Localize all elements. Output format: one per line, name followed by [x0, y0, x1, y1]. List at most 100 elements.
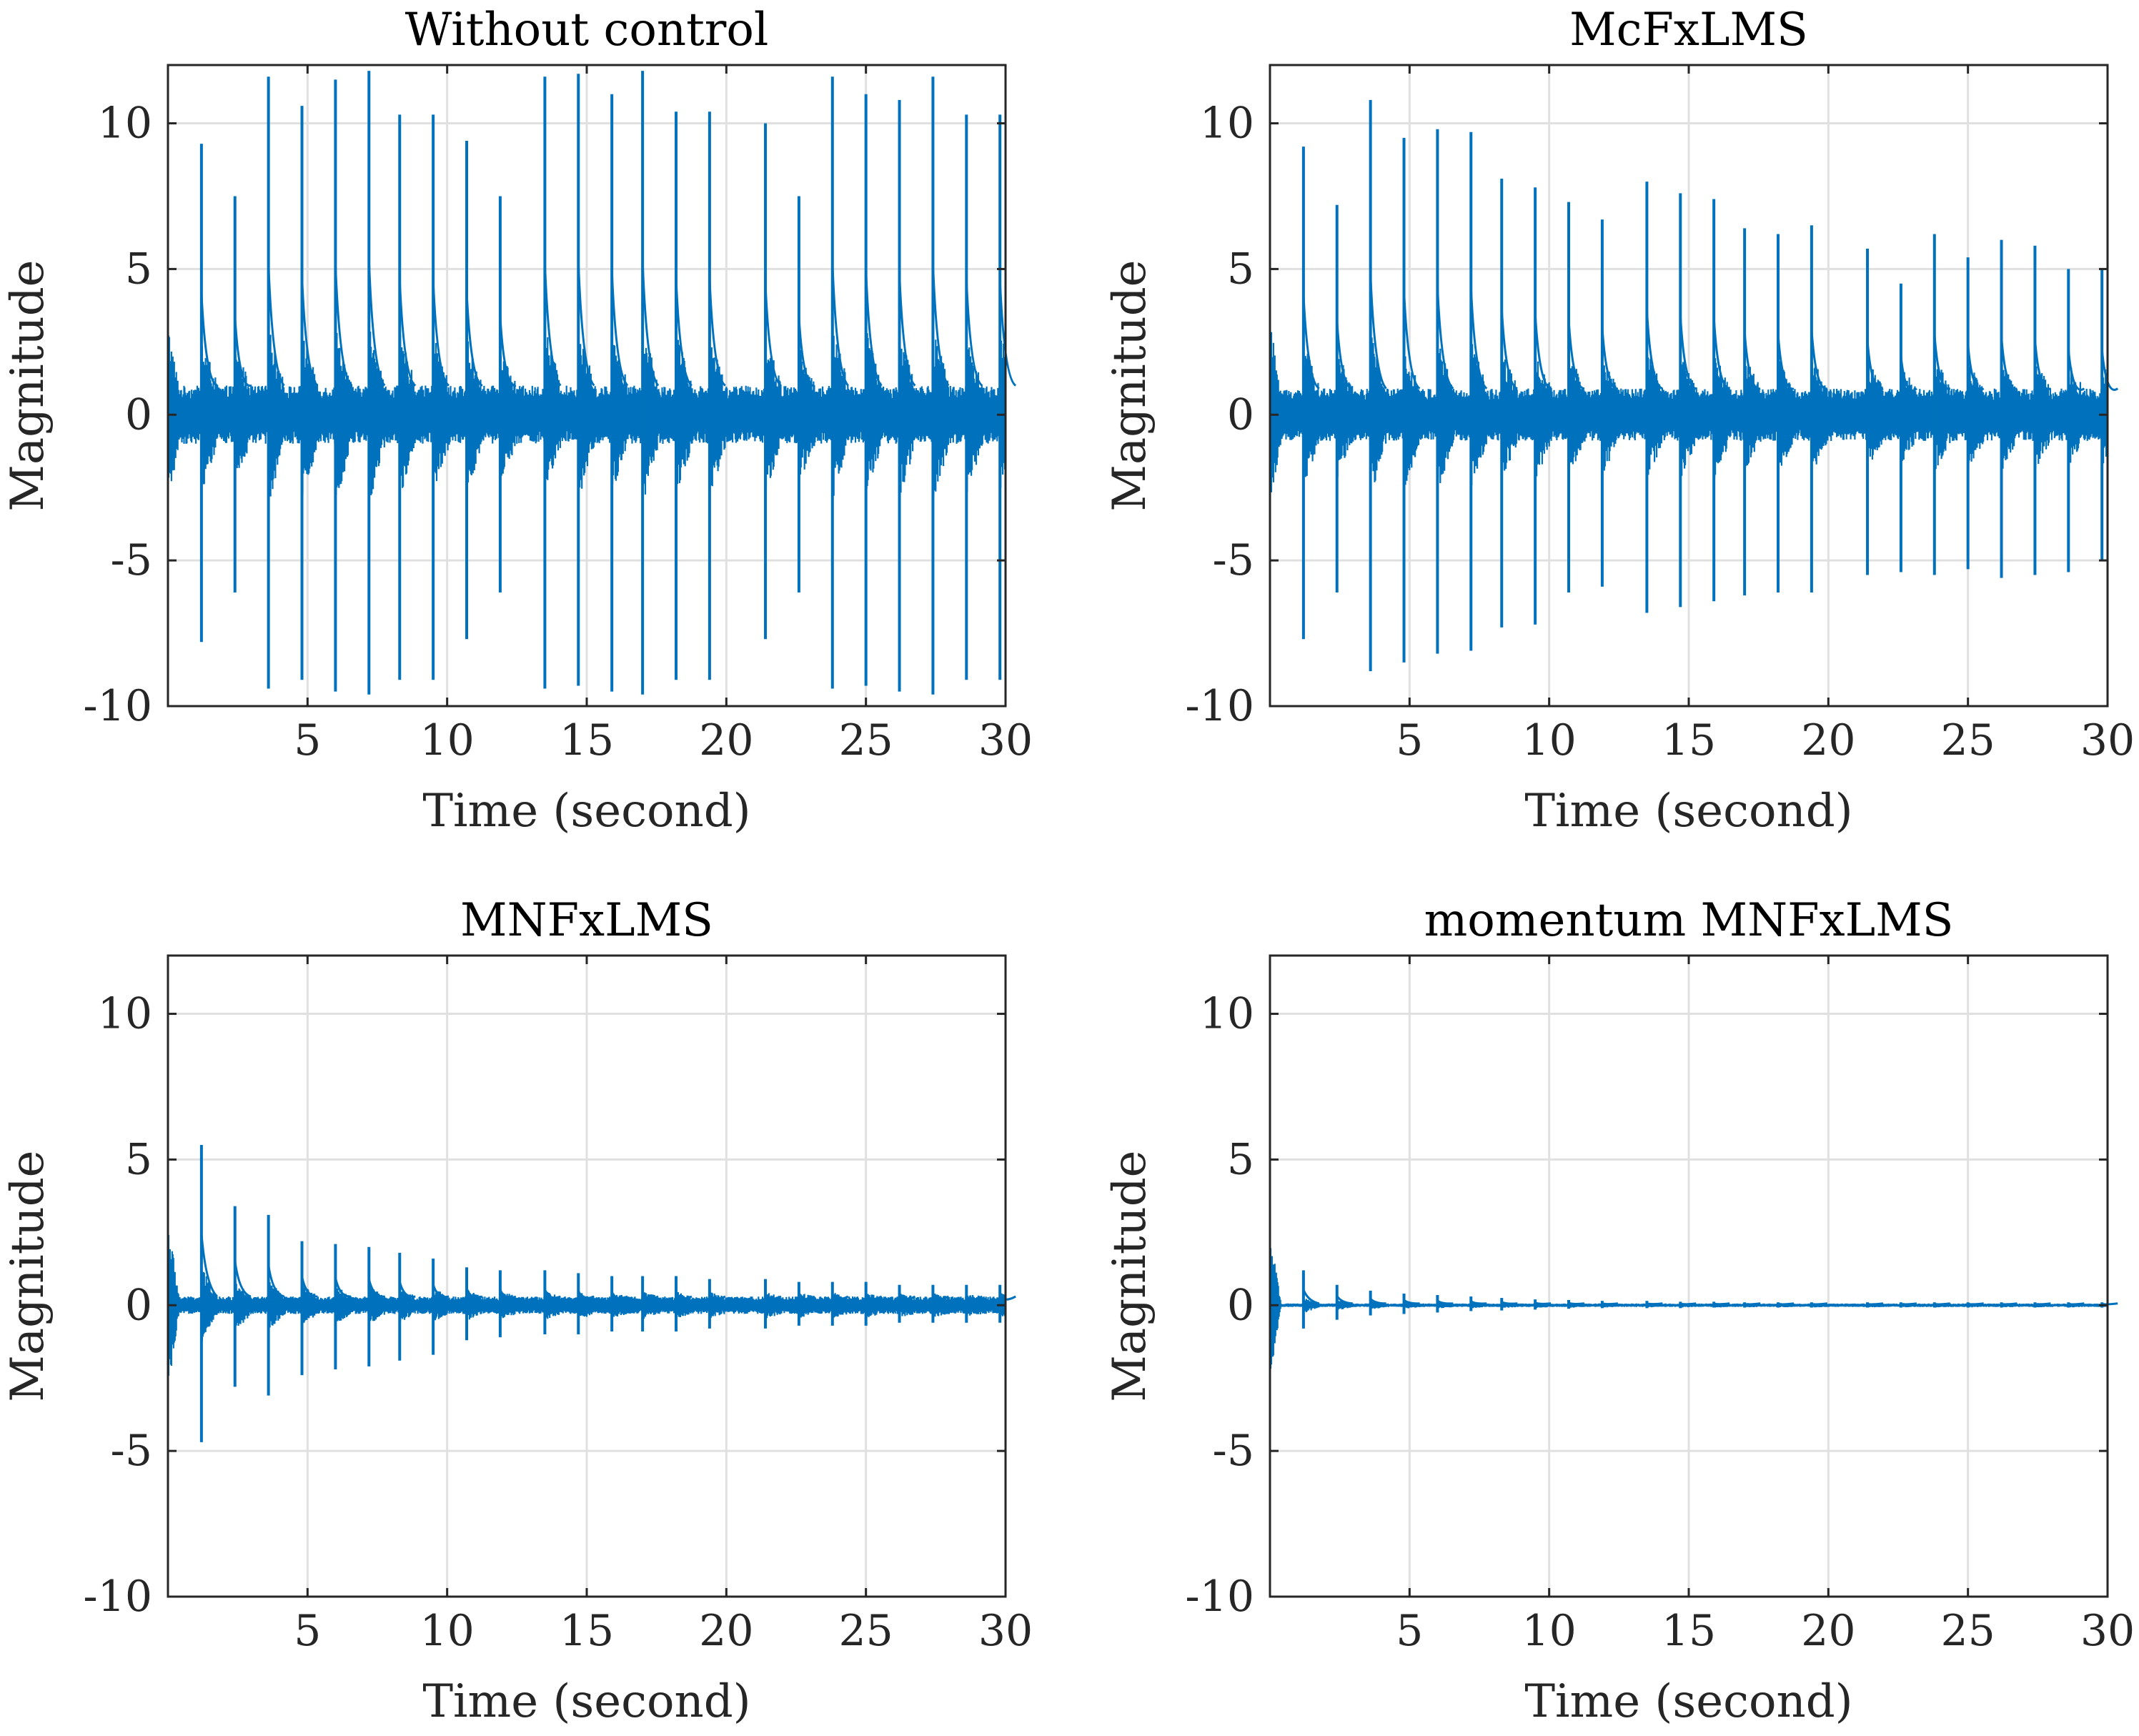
- spike-decay: [301, 275, 319, 387]
- spike-decay: [1866, 339, 1884, 390]
- spike-decay: [1743, 330, 1761, 390]
- y-axis-label: Magnitude: [1103, 259, 1156, 511]
- spike-decay: [1336, 320, 1354, 390]
- spike-decay: [898, 273, 916, 387]
- chart-title: MNFxLMS: [460, 894, 713, 947]
- spike-decay: [1470, 1300, 1487, 1305]
- chart-title: Without control: [405, 4, 769, 56]
- y-tick-label: 10: [98, 989, 152, 1039]
- x-tick-label: 20: [1801, 1606, 1855, 1656]
- spike-decay: [200, 292, 218, 387]
- spike-decay: [367, 1279, 385, 1298]
- spike-decay: [831, 262, 849, 387]
- spike-decay: [334, 1277, 352, 1298]
- x-tick-label: 30: [2080, 1606, 2135, 1656]
- y-tick-label: 0: [1227, 1280, 1254, 1330]
- x-tick-label: 25: [1940, 1606, 1995, 1656]
- spike-decay: [1403, 1299, 1420, 1305]
- y-tick-label: 5: [125, 244, 152, 294]
- spike-decay: [432, 1284, 450, 1299]
- y-tick-label: -10: [1185, 681, 1254, 731]
- spike-decay: [543, 1289, 561, 1299]
- spike-decay: [267, 262, 285, 387]
- y-tick-label: 5: [1227, 1134, 1254, 1184]
- spike-decay: [610, 1291, 628, 1300]
- spike-decay: [641, 259, 660, 387]
- spike-decay: [1645, 309, 1664, 390]
- spike-decay: [334, 264, 352, 387]
- x-axis-label: Time (second): [422, 785, 750, 838]
- spike-decay: [398, 1281, 416, 1298]
- y-axis-label: Magnitude: [1, 259, 54, 511]
- chart-title: momentum MNFxLMS: [1424, 894, 1954, 947]
- x-tick-label: 15: [1662, 1606, 1716, 1656]
- y-tick-label: -10: [1185, 1572, 1254, 1622]
- y-tick-label: 10: [1200, 99, 1254, 149]
- spike-decay: [965, 279, 983, 387]
- spike-decay: [2000, 336, 2018, 390]
- spike-decay: [1403, 289, 1421, 390]
- x-tick-label: 5: [1396, 1606, 1423, 1656]
- x-tick-label: 25: [838, 1606, 893, 1656]
- spike-decay: [1933, 333, 1951, 390]
- spike-decay: [543, 262, 562, 387]
- x-tick-label: 5: [294, 1606, 321, 1656]
- spike-decay: [708, 278, 726, 387]
- y-axis-label: Magnitude: [1103, 1150, 1156, 1402]
- spike-decay: [1436, 286, 1454, 390]
- x-tick-label: 10: [1522, 715, 1576, 765]
- spike-decay: [234, 316, 252, 387]
- spike-decay: [641, 1291, 659, 1300]
- x-axis-label: Time (second): [422, 1675, 750, 1728]
- subplot-2: 5 10 15 20 25 30 -10 -5 0 5 10 McFxLMS Time (second)…: [1103, 4, 2135, 838]
- spike-decay: [2067, 349, 2085, 391]
- spike-decay: [898, 1295, 916, 1301]
- spike-decay: [1810, 329, 1828, 390]
- spike-decay: [234, 1260, 252, 1298]
- x-tick-label: 20: [699, 1606, 753, 1656]
- spike-decay: [931, 262, 950, 387]
- spike-decay: [764, 283, 782, 387]
- spike-decay: [798, 316, 815, 387]
- x-tick-label: 15: [560, 715, 614, 765]
- spike-decay: [367, 259, 386, 387]
- spike-decay: [577, 261, 595, 387]
- spike-decay: [200, 1233, 218, 1298]
- spike-decay: [432, 279, 450, 387]
- x-tick-label: 30: [2080, 715, 2135, 765]
- subplot-4: 5 10 15 20 25 30 -10 -5 0 5 10 momentum MNFxLMS Time…: [1103, 894, 2135, 1728]
- x-tick-label: 10: [1522, 1606, 1576, 1656]
- x-tick-label: 10: [420, 1606, 474, 1656]
- spike-decay: [1679, 314, 1697, 390]
- spike-decay: [966, 1295, 983, 1301]
- spike-decay: [1500, 308, 1518, 390]
- spike-decay: [865, 1294, 883, 1301]
- y-tick-label: -10: [83, 681, 152, 731]
- y-tick-label: 0: [125, 390, 152, 440]
- spike-decay: [1302, 294, 1320, 390]
- x-axis-label: Time (second): [1524, 1675, 1852, 1728]
- spike-decay: [1967, 344, 1985, 391]
- y-tick-label: -5: [1213, 1426, 1254, 1476]
- x-tick-label: 30: [978, 1606, 1033, 1656]
- spike-decay: [465, 291, 483, 387]
- y-axis-label: Magnitude: [1, 1150, 54, 1402]
- spike-decay: [831, 1294, 849, 1301]
- y-tick-label: 5: [1227, 244, 1254, 294]
- subplot-1: 5 10 15 20 25 30 -10 -5 0 5 10 Without control Time …: [1, 4, 1033, 838]
- spike-decay: [499, 1289, 517, 1299]
- x-tick-label: 5: [1396, 715, 1423, 765]
- x-tick-label: 10: [420, 715, 474, 765]
- spike-decay: [798, 1294, 815, 1301]
- y-tick-label: -5: [1213, 535, 1254, 585]
- spike-decay: [675, 278, 693, 387]
- subplot-3: 5 10 15 20 25 30 -10 -5 0 5 10 MNFxLMS Time (second)…: [1, 894, 1033, 1728]
- spike-decay: [764, 1293, 782, 1300]
- x-tick-label: 20: [699, 715, 753, 765]
- spike-decay: [1501, 1301, 1518, 1305]
- y-tick-label: -10: [83, 1572, 152, 1622]
- spike-decay: [865, 270, 883, 387]
- y-tick-label: 10: [98, 99, 152, 149]
- x-tick-label: 20: [1801, 715, 1855, 765]
